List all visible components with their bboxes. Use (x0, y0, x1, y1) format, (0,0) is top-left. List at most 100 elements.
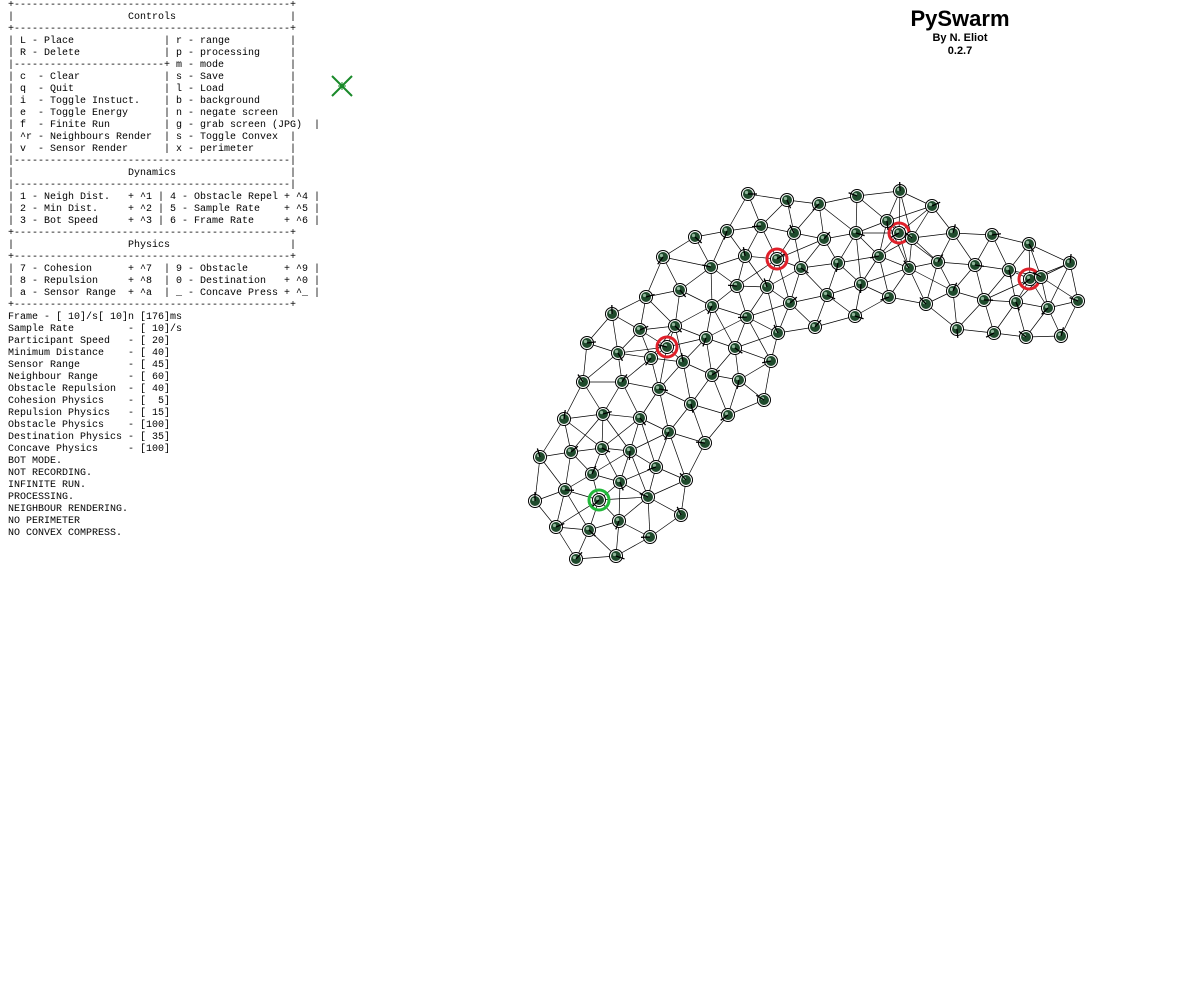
swarm-bot-icon[interactable] (673, 283, 687, 298)
swarm-bot-icon[interactable] (1032, 270, 1048, 284)
swarm-bot-icon[interactable] (633, 411, 647, 426)
swarm-bot-icon[interactable] (644, 351, 658, 366)
swarm-bot-icon[interactable] (647, 460, 663, 474)
swarm-bot-icon[interactable] (931, 254, 945, 269)
swarm-bot-icon[interactable] (612, 514, 626, 530)
swarm-bot-icon[interactable] (1022, 272, 1037, 286)
swarm-bot-icon[interactable] (639, 490, 655, 504)
swarm-bot-icon[interactable] (688, 230, 703, 244)
swarm-bot-icon[interactable] (720, 408, 735, 422)
swarm-bot-icon[interactable] (755, 393, 771, 407)
swarm-bot-icon[interactable] (615, 374, 629, 389)
swarm-bot-icon[interactable] (580, 336, 597, 350)
swarm-bot-icon[interactable] (904, 231, 919, 245)
swarm-bot-icon[interactable] (1018, 330, 1033, 344)
swarm-bot-icon[interactable] (812, 197, 826, 211)
swarm-bot-icon[interactable] (702, 260, 718, 274)
swarm-bot-icon[interactable] (902, 260, 916, 275)
swarm-bot-icon[interactable] (639, 290, 655, 304)
swarm-bot-icon[interactable] (946, 224, 960, 240)
swarm-bot-icon[interactable] (633, 323, 649, 337)
swarm-bot-icon[interactable] (880, 290, 896, 304)
swarm-bot-icon[interactable] (728, 341, 743, 355)
swarm-bot-icon[interactable] (1054, 327, 1068, 343)
swarm-bot-icon[interactable] (985, 228, 1002, 242)
swarm-bot-icon[interactable] (787, 224, 801, 240)
swarm-bot-icon[interactable] (557, 409, 571, 426)
swarm-bot-icon[interactable] (658, 340, 674, 354)
swarm-bot-icon[interactable] (720, 224, 734, 240)
swarm-bot-icon[interactable] (1041, 301, 1055, 315)
swarm-bot-icon[interactable] (737, 310, 754, 324)
swarm-bot-icon[interactable] (771, 324, 785, 340)
swarm-bot-icon[interactable] (549, 520, 565, 534)
swarm-bot-icon[interactable] (699, 331, 713, 347)
swarm-bot-icon[interactable] (684, 397, 698, 413)
swarm-bot-icon[interactable] (919, 296, 933, 311)
swarm-bot-icon[interactable] (985, 326, 1001, 340)
swarm-bot-icon[interactable] (611, 346, 625, 362)
swarm-bot-icon[interactable] (946, 282, 960, 298)
swarm-bot-icon[interactable] (849, 226, 865, 240)
swarm-bot-icon[interactable] (569, 551, 583, 566)
swarm-bot-icon[interactable] (977, 293, 994, 307)
swarm-bot-icon[interactable] (890, 226, 906, 240)
swarm-bot-icon[interactable] (783, 296, 798, 310)
swarm-bot-icon[interactable] (662, 425, 676, 441)
swarm-bot-icon[interactable] (558, 483, 575, 497)
swarm-bot-icon[interactable] (831, 256, 845, 272)
swarm-bot-icon[interactable] (780, 193, 794, 209)
swarm-bot-icon[interactable] (592, 493, 606, 507)
swarm-bot-icon[interactable] (656, 250, 670, 265)
swarm-bot-icon[interactable] (770, 252, 785, 266)
swarm-bot-icon[interactable] (727, 279, 744, 293)
swarm-bot-icon[interactable] (705, 368, 720, 382)
swarm-bot-icon[interactable] (576, 374, 590, 389)
swarm-bot-icon[interactable] (564, 445, 579, 459)
swarm-bot-icon[interactable] (679, 472, 693, 487)
swarm-bot-icon[interactable] (674, 506, 688, 522)
swarm-bot-icon[interactable] (854, 277, 868, 294)
swarm-bot-icon[interactable] (705, 299, 719, 315)
swarm-bot-icon[interactable] (1063, 253, 1077, 270)
swarm-bot-icon[interactable] (533, 448, 547, 464)
swarm-bot-icon[interactable] (652, 382, 668, 396)
swarm-bot-icon[interactable] (668, 319, 683, 333)
swarm-bot-icon[interactable] (760, 278, 774, 294)
swarm-bot-icon[interactable] (595, 441, 611, 455)
swarm-bot-icon[interactable] (794, 261, 809, 275)
swarm-bot-icon[interactable] (870, 249, 886, 263)
swarm-bot-icon[interactable] (732, 373, 746, 389)
swarm-bot-icon[interactable] (596, 407, 612, 421)
swarm-bot-icon[interactable] (817, 231, 831, 246)
swarm-bot-icon[interactable] (808, 319, 822, 334)
swarm-bot-icon[interactable] (1002, 263, 1016, 279)
swarm-bot-icon[interactable] (968, 258, 984, 272)
swarm-bot-icon[interactable] (605, 304, 619, 321)
swarm-bot-icon[interactable] (528, 492, 542, 508)
swarm-bot-icon[interactable] (950, 322, 964, 339)
swarm-bot-icon[interactable] (880, 214, 894, 231)
swarm-bot-icon[interactable] (893, 181, 907, 198)
swarm-bot-icon[interactable] (695, 436, 712, 450)
swarm-bot-icon[interactable] (738, 247, 752, 263)
swarm-bot-icon[interactable] (585, 465, 599, 481)
swarm-bot-icon[interactable] (751, 219, 768, 233)
swarm-bot-icon[interactable] (676, 353, 690, 369)
swarm-bot-icon[interactable] (1022, 237, 1036, 253)
swarm-bot-icon[interactable] (609, 549, 625, 563)
swarm-bot-icon[interactable] (1009, 295, 1023, 311)
swarm-bot-icon[interactable] (623, 444, 637, 461)
swarm-bot-icon[interactable] (582, 523, 596, 537)
neighbour-edge (726, 193, 749, 232)
swarm-bot-icon[interactable] (925, 199, 941, 213)
swarm-bot-icon[interactable] (1069, 294, 1085, 308)
swarm-bot-icon[interactable] (820, 288, 836, 302)
swarm-bot-icon[interactable] (848, 309, 864, 323)
swarm-bot-icon[interactable] (613, 475, 627, 491)
swarm-bot-icon[interactable] (762, 354, 778, 368)
swarm-bot-icon[interactable] (848, 189, 864, 203)
swarm-bot-icon[interactable] (741, 187, 758, 201)
swarm-bot-icon[interactable] (640, 530, 657, 544)
